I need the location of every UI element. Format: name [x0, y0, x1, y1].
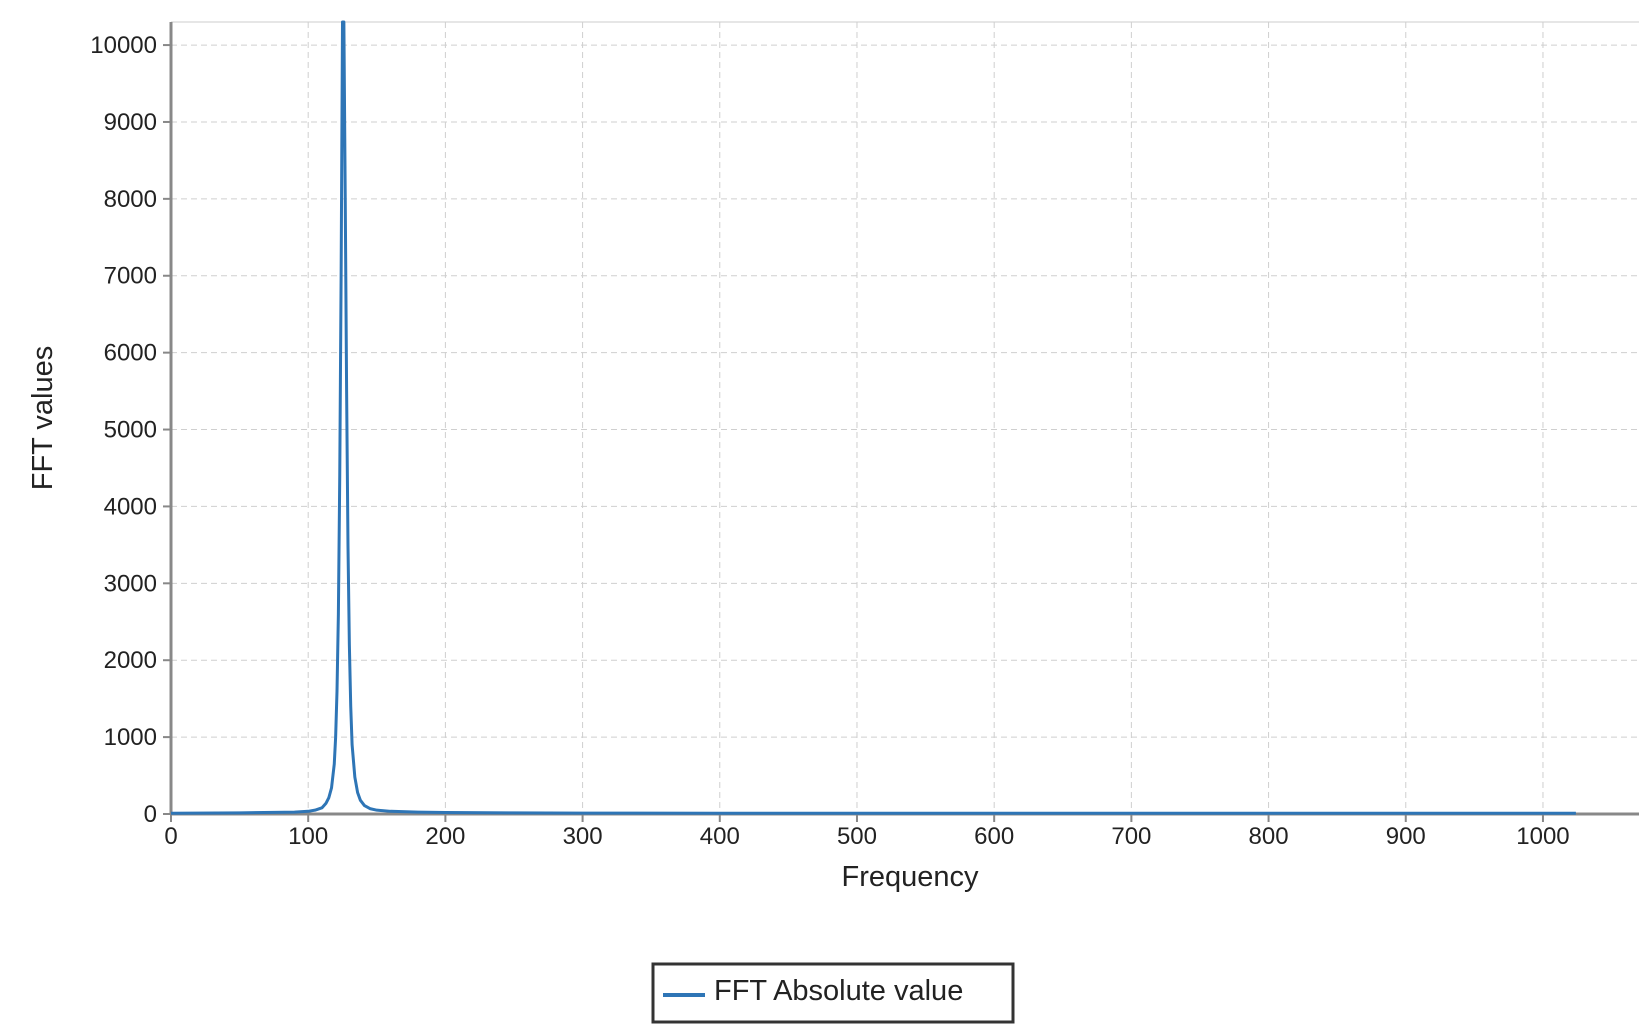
y-tick-label: 1000: [104, 724, 157, 751]
y-tick-label: 8000: [104, 186, 157, 213]
legend-box: [651, 962, 1015, 1024]
y-tick-label: 0: [144, 801, 157, 828]
y-ticks: 0 1000 2000 3000 4000 5000 6000 7000 8000 9000 100…: [90, 32, 171, 828]
axes: [169, 22, 1639, 816]
y-tick-label: 9000: [104, 109, 157, 136]
y-tick-label: 5000: [104, 417, 157, 444]
y-tick-label: 2000: [104, 647, 157, 674]
x-tick-label: 200: [425, 823, 465, 850]
x-axis-title: Frequency: [841, 861, 979, 893]
x-tick-label: 800: [1249, 823, 1289, 850]
y-tick-label: 3000: [104, 570, 157, 597]
x-tick-label: 0: [164, 823, 177, 850]
x-tick-label: 100: [288, 823, 328, 850]
x-tick-label: 900: [1386, 823, 1426, 850]
grid-lines: [171, 21, 1639, 814]
x-tick-label: 700: [1111, 823, 1151, 850]
series-line: [170, 20, 1576, 815]
x-tick-label: 1000: [1516, 823, 1569, 850]
x-tick-label: 600: [974, 823, 1014, 850]
y-axis-title: FFT values: [27, 346, 59, 491]
y-tick-label: 7000: [104, 263, 157, 290]
series-group: [170, 20, 1576, 815]
x-tick-label: 400: [700, 823, 740, 850]
legend-label: FFT Absolute value: [714, 975, 963, 1007]
x-ticks: 0 100 200 300 400 500 600 700 800 900 1000: [164, 814, 1570, 850]
x-tick-label: 500: [837, 823, 877, 850]
y-tick-label: 4000: [104, 493, 157, 520]
x-tick-label: 300: [563, 823, 603, 850]
y-tick-label: 10000: [90, 32, 157, 59]
y-tick-label: 6000: [104, 340, 157, 367]
legend: FFT Absolute value: [651, 962, 1015, 1024]
